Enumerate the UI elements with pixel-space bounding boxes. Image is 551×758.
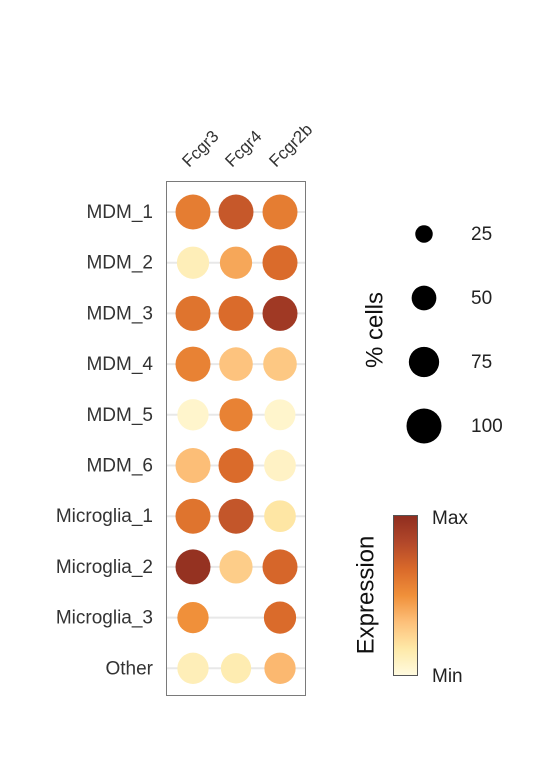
dot-mdm-5-fcgr3 <box>177 399 209 431</box>
column-label: Fcgr4 <box>221 127 265 171</box>
size-legend-label: 25 <box>471 224 492 245</box>
size-legend-dot <box>415 225 433 243</box>
size-legend-dot <box>411 285 437 311</box>
dot-microglia-2-fcgr2b <box>262 549 298 585</box>
color-legend-title: Expression <box>352 536 379 655</box>
row-label: Microglia_2 <box>56 557 153 578</box>
row-label: MDM_6 <box>86 456 153 477</box>
color-scale-max-label: Max <box>432 508 468 529</box>
size-legend-label: 50 <box>471 288 492 309</box>
size-legend: % cells 25 50 75 100 <box>361 224 503 444</box>
color-legend: Expression Max Min <box>352 508 468 687</box>
dot-mdm-5-fcgr2b <box>264 399 296 431</box>
row-label: MDM_5 <box>86 405 153 426</box>
dot-microglia-1-fcgr2b <box>264 500 296 533</box>
dot-microglia-2-fcgr3 <box>175 549 211 585</box>
dot-mdm-1-fcgr4 <box>218 194 254 230</box>
size-legend-dot <box>406 408 442 444</box>
row-label: MDM_3 <box>86 303 153 324</box>
dot-mdm-5-fcgr4 <box>219 398 253 432</box>
row-label: Other <box>105 658 153 679</box>
dot-microglia-3-fcgr2b <box>263 601 297 634</box>
dot-mdm-2-fcgr3 <box>176 246 210 279</box>
row-label: Microglia_1 <box>56 506 153 527</box>
dot-other-fcgr3 <box>177 652 209 684</box>
row-label: Microglia_3 <box>56 608 153 629</box>
dot-mdm-1-fcgr3 <box>175 194 211 230</box>
dot-mdm-2-fcgr4 <box>219 246 253 279</box>
dot-mdm-6-fcgr3 <box>175 448 211 483</box>
row-labels: MDM_1 MDM_2 MDM_3 MDM_4 MDM_5 MDM_6 Microglia_… <box>56 202 154 679</box>
dot-mdm-3-fcgr2b <box>262 295 298 331</box>
dot-microglia-1-fcgr4 <box>218 498 254 534</box>
dot-microglia-3-fcgr3 <box>177 601 209 634</box>
dot-mdm-4-fcgr4 <box>219 347 253 381</box>
color-scale-bar <box>393 515 418 676</box>
dot-mdm-6-fcgr4 <box>218 448 254 483</box>
row-guide-lines <box>167 211 305 670</box>
plot-panel <box>166 181 306 696</box>
dot-mdm-3-fcgr3 <box>175 295 211 331</box>
dot-mdm-4-fcgr3 <box>175 346 211 382</box>
dot-other-fcgr4 <box>220 653 252 684</box>
column-label: Fcgr2b <box>265 120 316 171</box>
dot-mdm-4-fcgr2b <box>263 347 297 381</box>
row-label: MDM_4 <box>86 354 153 375</box>
dot-other-fcgr2b <box>264 652 296 684</box>
dot-mdm-2-fcgr2b <box>262 245 298 281</box>
dot-microglia-1-fcgr3 <box>175 498 211 534</box>
dot-microglia-2-fcgr4 <box>219 550 253 584</box>
dot-grid <box>175 194 298 684</box>
dot-mdm-3-fcgr4 <box>218 295 254 331</box>
row-label: MDM_1 <box>86 202 153 223</box>
dot-mdm-1-fcgr2b <box>262 194 298 230</box>
size-legend-dot <box>408 346 440 378</box>
size-legend-label: 100 <box>471 416 503 437</box>
dot-mdm-6-fcgr2b <box>264 449 296 482</box>
row-label: MDM_2 <box>86 253 153 274</box>
color-scale-min-label: Min <box>432 666 463 687</box>
size-legend-title: % cells <box>361 292 388 368</box>
column-label: Fcgr3 <box>178 127 222 171</box>
size-legend-label: 75 <box>471 352 492 373</box>
